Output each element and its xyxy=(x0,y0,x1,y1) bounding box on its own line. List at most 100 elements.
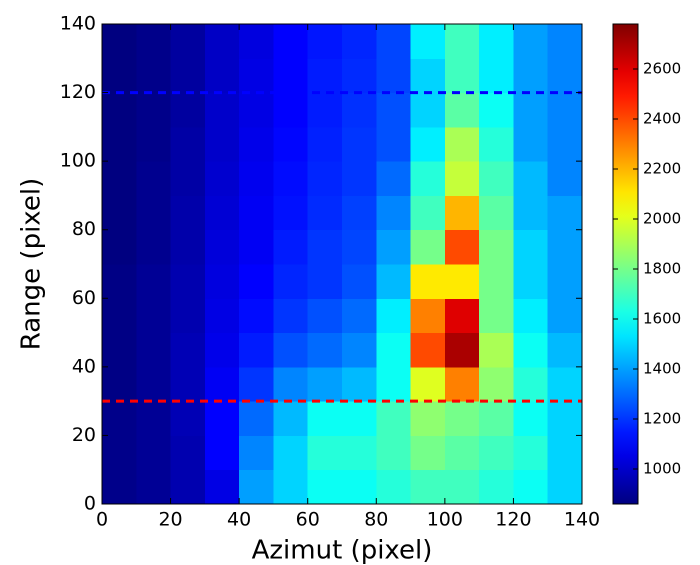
heat-cell xyxy=(410,58,446,94)
heat-cell xyxy=(204,264,240,299)
heat-cell xyxy=(170,92,206,128)
heat-cell xyxy=(170,264,206,299)
heat-cell xyxy=(136,126,172,162)
heat-cell xyxy=(170,332,206,368)
heat-cell xyxy=(444,435,480,471)
x-tick-label: 0 xyxy=(96,509,108,531)
colorbar-tick-label: 2200 xyxy=(643,160,681,178)
heat-cell xyxy=(204,92,240,128)
heat-cell xyxy=(376,469,412,505)
heat-cell xyxy=(513,161,549,196)
y-tick-label: 60 xyxy=(72,287,96,309)
heat-cell xyxy=(342,332,377,368)
heat-cell xyxy=(273,229,309,265)
heat-cell xyxy=(410,126,446,162)
heat-cell xyxy=(479,195,514,231)
heat-cell xyxy=(376,264,412,299)
heat-cell xyxy=(307,298,343,334)
heat-cell xyxy=(102,435,137,471)
heat-cell xyxy=(376,126,412,162)
heat-cell xyxy=(239,24,274,59)
heat-cell xyxy=(444,24,480,59)
heat-cell xyxy=(513,126,549,162)
heat-cell xyxy=(479,24,514,59)
heat-cell xyxy=(410,435,446,471)
heat-cell xyxy=(273,366,309,402)
heat-cell xyxy=(342,366,377,402)
colorbar-tick-label: 1600 xyxy=(643,310,681,328)
heat-cell xyxy=(547,24,583,59)
heat-cell xyxy=(204,332,240,368)
heat-cell xyxy=(444,58,480,94)
heat-cell xyxy=(444,126,480,162)
heat-cell xyxy=(513,229,549,265)
heat-cell xyxy=(102,195,137,231)
heat-cell xyxy=(513,58,549,94)
heat-cell xyxy=(342,469,377,505)
heat-cell xyxy=(513,264,549,299)
heat-cell xyxy=(513,332,549,368)
heat-cell xyxy=(513,92,549,128)
colorbar-tick-label: 2000 xyxy=(643,210,681,228)
heat-cell xyxy=(513,435,549,471)
heat-cell xyxy=(102,401,137,436)
heat-cell xyxy=(102,161,137,196)
heat-cell xyxy=(376,24,412,59)
heat-cell xyxy=(479,435,514,471)
heat-cell xyxy=(307,126,343,162)
x-tick-label: 40 xyxy=(227,509,251,531)
heat-cell xyxy=(239,401,274,436)
heat-cell xyxy=(307,229,343,265)
heat-cell xyxy=(376,195,412,231)
heat-cell xyxy=(513,298,549,334)
heat-cell xyxy=(136,195,172,231)
heat-cell xyxy=(513,195,549,231)
heat-cell xyxy=(444,298,480,334)
heat-cell xyxy=(307,195,343,231)
heat-cell xyxy=(273,92,309,128)
heat-cell xyxy=(307,264,343,299)
heat-cell xyxy=(410,195,446,231)
heat-cell xyxy=(170,298,206,334)
heat-cell xyxy=(170,401,206,436)
y-tick-label: 120 xyxy=(60,81,96,103)
heat-cell xyxy=(444,366,480,402)
heat-cell xyxy=(376,435,412,471)
heat-cell xyxy=(479,401,514,436)
heat-cell xyxy=(170,195,206,231)
heat-cell xyxy=(239,366,274,402)
heat-cell xyxy=(102,24,137,59)
heat-cell xyxy=(136,401,172,436)
heat-cell xyxy=(307,92,343,128)
heat-cell xyxy=(479,229,514,265)
heat-cell xyxy=(547,58,583,94)
heat-cell xyxy=(136,366,172,402)
heat-cell xyxy=(239,469,274,505)
colorbar-tick-label: 2400 xyxy=(643,110,681,128)
heat-cell xyxy=(479,126,514,162)
heat-cell xyxy=(239,435,274,471)
heat-cell xyxy=(307,24,343,59)
heat-cell xyxy=(342,229,377,265)
heat-cell xyxy=(479,264,514,299)
heat-cell xyxy=(102,469,137,505)
heat-cell xyxy=(239,264,274,299)
heat-cell xyxy=(204,126,240,162)
heat-cell xyxy=(547,161,583,196)
heat-cell xyxy=(273,469,309,505)
heat-cell xyxy=(136,469,172,505)
heat-cell xyxy=(410,401,446,436)
heat-cell xyxy=(273,58,309,94)
heat-cell xyxy=(376,401,412,436)
heat-cell xyxy=(239,195,274,231)
heat-cell xyxy=(273,332,309,368)
heat-cell xyxy=(239,229,274,265)
heat-cell xyxy=(547,469,583,505)
heat-cell xyxy=(136,92,172,128)
heat-cell xyxy=(513,401,549,436)
heat-cell xyxy=(376,58,412,94)
heat-cell xyxy=(136,24,172,59)
heat-cell xyxy=(273,24,309,59)
heat-cell xyxy=(170,229,206,265)
heat-cell xyxy=(239,92,274,128)
